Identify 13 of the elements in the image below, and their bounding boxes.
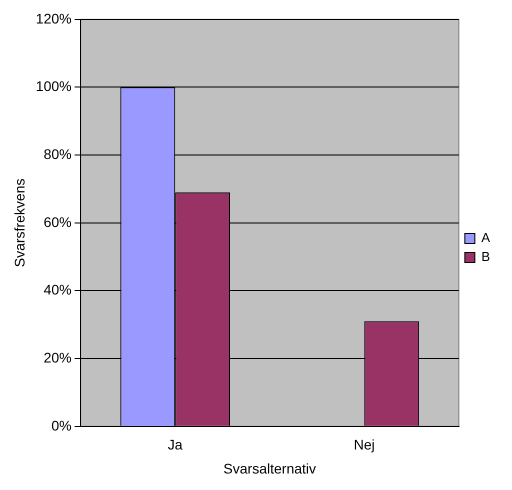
x-tick-label: Ja	[168, 436, 183, 453]
y-tick-label: 60%	[44, 214, 72, 230]
x-axis-title: Svarsalternativ	[223, 460, 316, 476]
x-tick-label: Nej	[354, 436, 375, 453]
y-tick-label: 40%	[44, 282, 72, 298]
y-tick-label: 80%	[44, 146, 72, 162]
y-axis-title: Svarsfrekvens	[11, 178, 28, 268]
legend-label: A	[481, 230, 490, 246]
legend-label: B	[481, 249, 490, 264]
y-tick-label: 20%	[44, 349, 72, 366]
y-tick-label: 0%	[51, 417, 72, 434]
y-tick-label: 100%	[36, 78, 72, 94]
y-tick-label: 120%	[36, 10, 72, 26]
